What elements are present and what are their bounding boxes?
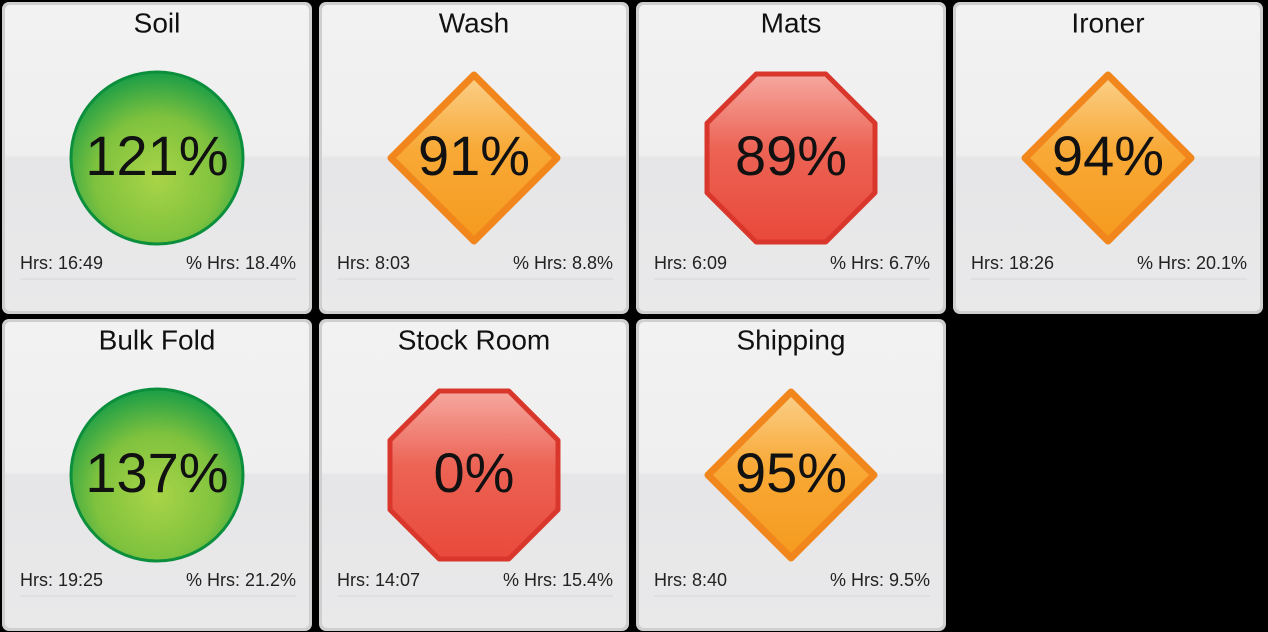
tile: Ironer 94% Hrs: 18:26 % Hrs: 20.1%	[953, 2, 1263, 314]
percent-value: 94%	[1052, 124, 1164, 187]
hours: Hrs: 8:03	[337, 253, 410, 273]
tile-title: Ironer	[1071, 7, 1144, 38]
status-octagon	[387, 388, 561, 562]
status-circle	[69, 70, 245, 246]
tile: Bulk Fold 137% Hrs: 19:25 % Hrs: 21.2%	[2, 319, 312, 631]
hours: Hrs: 6:09	[654, 253, 727, 273]
hours: Hrs: 18:26	[971, 253, 1054, 273]
percent-value: 137%	[85, 441, 228, 504]
percent-hours: % Hrs: 8.8%	[513, 253, 613, 273]
percent-value: 91%	[418, 124, 530, 187]
tile: Stock Room 0% Hrs: 14:07 % Hrs: 15.4%	[319, 319, 629, 631]
tile-title: Wash	[439, 7, 510, 38]
hours: Hrs: 16:49	[20, 253, 103, 273]
percent-value: 121%	[85, 124, 228, 187]
percent-hours: % Hrs: 15.4%	[503, 570, 613, 590]
status-octagon	[704, 71, 878, 245]
status-diamond	[1021, 71, 1195, 245]
hours: Hrs: 8:40	[654, 570, 727, 590]
tile: Mats 89% Hrs: 6:09 % Hrs: 6.7%	[636, 2, 946, 314]
percent-hours: % Hrs: 21.2%	[186, 570, 296, 590]
tile-title: Shipping	[737, 324, 846, 355]
tile-title: Soil	[134, 7, 181, 38]
hours: Hrs: 14:07	[337, 570, 420, 590]
status-diamond	[704, 388, 878, 562]
percent-value: 89%	[735, 124, 847, 187]
percent-hours: % Hrs: 6.7%	[830, 253, 930, 273]
hours: Hrs: 19:25	[20, 570, 103, 590]
percent-value: 95%	[735, 441, 847, 504]
tile-title: Stock Room	[398, 324, 551, 355]
status-diamond	[387, 71, 561, 245]
percent-value: 0%	[434, 441, 515, 504]
tile: Shipping 95% Hrs: 8:40 % Hrs: 9.5%	[636, 319, 946, 631]
tile-title: Bulk Fold	[99, 324, 216, 355]
tile-title: Mats	[761, 7, 822, 38]
percent-hours: % Hrs: 18.4%	[186, 253, 296, 273]
percent-hours: % Hrs: 9.5%	[830, 570, 930, 590]
tile: Wash 91% Hrs: 8:03 % Hrs: 8.8%	[319, 2, 629, 314]
status-circle	[69, 387, 245, 563]
tile: Soil 121% Hrs: 16:49 % Hrs: 18.4%	[2, 2, 312, 314]
percent-hours: % Hrs: 20.1%	[1137, 253, 1247, 273]
